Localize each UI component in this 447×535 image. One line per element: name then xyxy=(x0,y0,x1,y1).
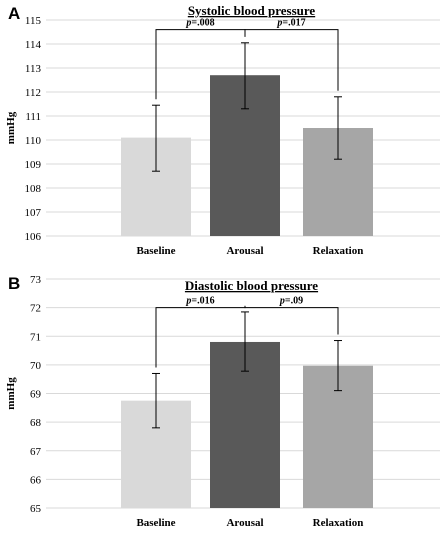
p-value-label: p=.016 xyxy=(185,296,214,307)
y-tick-label: 112 xyxy=(25,87,41,99)
p-value-label: p=.09 xyxy=(279,296,303,307)
y-tick-label: 111 xyxy=(25,111,41,123)
y-tick-label: 114 xyxy=(25,39,42,51)
y-tick-label: 107 xyxy=(25,207,42,219)
panel-letter: B xyxy=(8,274,20,293)
significance-bracket xyxy=(244,29,339,91)
chart-panel-a: A Systolic blood pressure 106 107 108 109 110 1… xyxy=(5,3,440,257)
y-axis-label: mmHg xyxy=(5,111,17,144)
y-tick-label: 109 xyxy=(25,159,42,171)
y-axis-label: mmHg xyxy=(5,377,17,410)
y-tick-label: 69 xyxy=(30,389,42,401)
chart-title: Diastolic blood pressure xyxy=(185,278,318,293)
y-tick-label: 68 xyxy=(30,417,42,429)
y-tick-label: 72 xyxy=(30,303,41,315)
y-tick-label: 67 xyxy=(30,446,42,458)
y-tick-label: 108 xyxy=(25,183,42,195)
p-value-label: p=.017 xyxy=(276,18,305,29)
category-label: Arousal xyxy=(226,517,263,529)
y-tick-label: 73 xyxy=(30,274,42,286)
y-tick-label: 115 xyxy=(25,15,42,27)
y-tick-label: 106 xyxy=(25,231,42,243)
chart-title: Systolic blood pressure xyxy=(188,3,316,18)
significance-bracket xyxy=(244,305,339,335)
category-label: Relaxation xyxy=(313,245,364,257)
y-tick-label: 65 xyxy=(30,503,42,515)
y-tick-label: 70 xyxy=(30,360,42,372)
panel-letter: A xyxy=(8,4,20,23)
y-tick-label: 113 xyxy=(25,63,42,75)
category-label: Baseline xyxy=(136,245,175,257)
p-value-label: p=.008 xyxy=(185,18,214,29)
category-label: Relaxation xyxy=(313,517,364,529)
chart-panel-b: B Diastolic blood pressure 65 66 67 68 69 70 71 7… xyxy=(5,274,440,529)
category-label: Baseline xyxy=(136,517,175,529)
y-tick-label: 110 xyxy=(25,135,42,147)
y-tick-label: 66 xyxy=(30,474,42,486)
y-tick-label: 71 xyxy=(30,331,41,343)
category-label: Arousal xyxy=(226,245,263,257)
